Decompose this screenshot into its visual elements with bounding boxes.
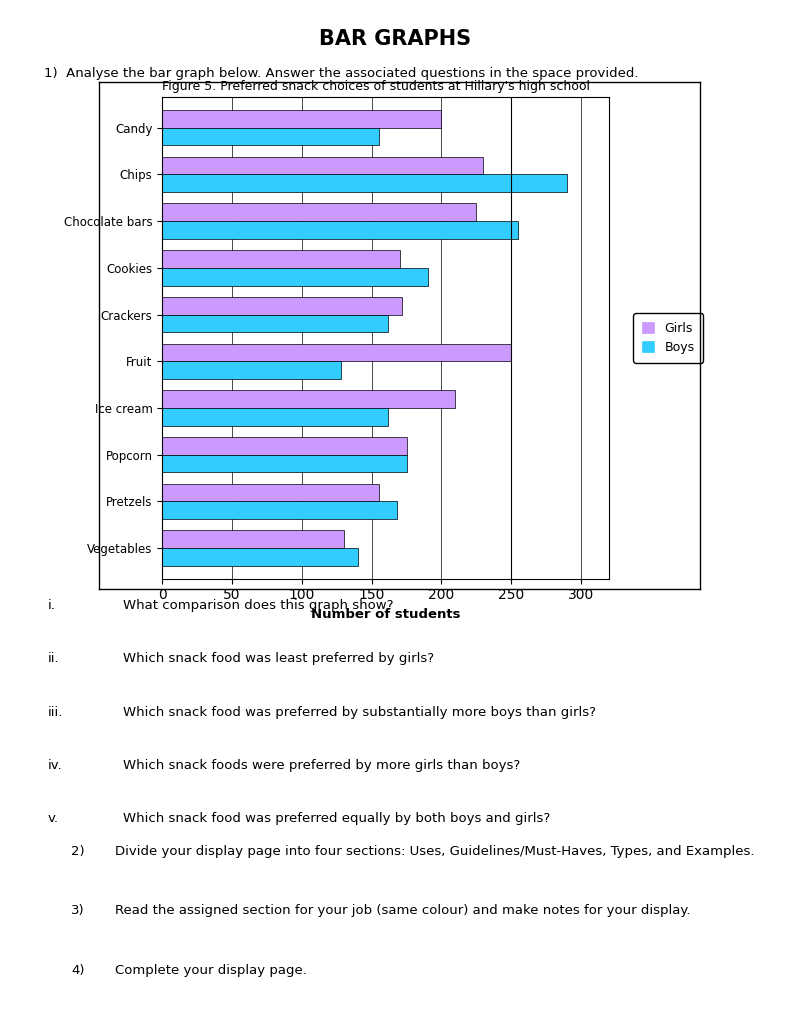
Text: iv.: iv. — [47, 759, 62, 772]
Bar — [162, 204, 476, 221]
Text: i.: i. — [47, 599, 55, 612]
Text: Complete your display page.: Complete your display page. — [115, 964, 307, 977]
Bar — [162, 483, 379, 502]
Bar — [162, 548, 358, 566]
Bar — [162, 128, 379, 145]
Text: 2): 2) — [71, 845, 85, 858]
Bar — [162, 174, 567, 193]
Bar — [162, 343, 511, 361]
Text: Read the assigned section for your job (same colour) and make notes for your dis: Read the assigned section for your job (… — [115, 904, 691, 918]
Text: iii.: iii. — [47, 706, 62, 719]
Text: Which snack foods were preferred by more girls than boys?: Which snack foods were preferred by more… — [123, 759, 520, 772]
Bar — [162, 110, 441, 128]
Bar — [162, 268, 427, 286]
Bar — [162, 390, 456, 408]
X-axis label: Number of students: Number of students — [311, 608, 460, 621]
Bar — [162, 314, 388, 333]
Text: What comparison does this graph show?: What comparison does this graph show? — [123, 599, 393, 612]
Bar — [162, 437, 407, 455]
Bar — [162, 157, 483, 174]
Text: Divide your display page into four sections: Uses, Guidelines/Must-Haves, Types,: Divide your display page into four secti… — [115, 845, 754, 858]
Bar — [162, 297, 403, 314]
Bar — [162, 455, 407, 472]
Bar — [162, 530, 344, 548]
Text: 3): 3) — [71, 904, 85, 918]
Text: 4): 4) — [71, 964, 85, 977]
Text: ii.: ii. — [47, 652, 59, 666]
Bar — [162, 221, 518, 239]
Bar — [162, 408, 388, 426]
Text: v.: v. — [47, 812, 59, 825]
Text: Which snack food was preferred by substantially more boys than girls?: Which snack food was preferred by substa… — [123, 706, 596, 719]
Text: 1)  Analyse the bar graph below. Answer the associated questions in the space pr: 1) Analyse the bar graph below. Answer t… — [44, 67, 638, 80]
Legend: Girls, Boys: Girls, Boys — [634, 313, 703, 362]
Bar — [162, 250, 399, 268]
Text: BAR GRAPHS: BAR GRAPHS — [320, 29, 471, 49]
Text: Which snack food was least preferred by girls?: Which snack food was least preferred by … — [123, 652, 433, 666]
Bar — [162, 502, 397, 519]
Text: Figure 5. Preferred snack choices of students at Hillary's high school: Figure 5. Preferred snack choices of stu… — [162, 80, 590, 93]
Text: Which snack food was preferred equally by both boys and girls?: Which snack food was preferred equally b… — [123, 812, 550, 825]
Bar — [162, 361, 341, 379]
